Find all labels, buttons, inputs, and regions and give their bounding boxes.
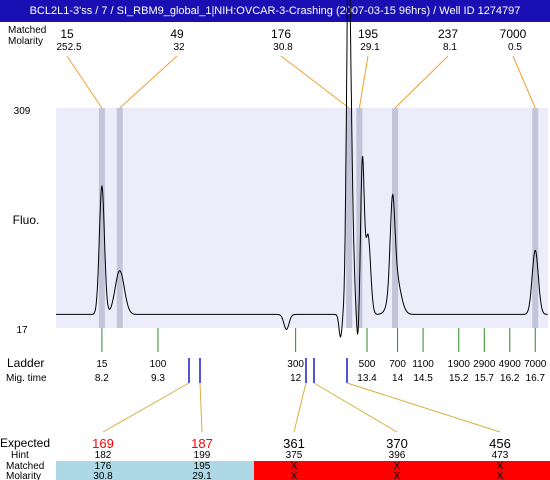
- peak-band: [346, 108, 353, 328]
- y-axis-label: Fluo.: [13, 213, 40, 227]
- peak-connector: [280, 55, 350, 109]
- top-peak-molarity: 252.5: [56, 42, 81, 53]
- hint-value: 182: [95, 450, 112, 461]
- top-peak-size: 7000: [500, 27, 527, 41]
- top-row-label-molarity: Molarity: [8, 36, 43, 47]
- ladder-size: 100: [150, 359, 167, 370]
- top-peak-size: 176: [271, 27, 291, 41]
- top-peak-molarity: 29.1: [360, 42, 380, 53]
- top-peak-molarity: 32: [173, 42, 185, 53]
- molarity-value: 30.8: [93, 471, 113, 480]
- ladder-time: 14.5: [413, 373, 433, 384]
- matched-value: X: [394, 461, 401, 472]
- matched-value: X: [291, 461, 298, 472]
- ladder-time: 8.2: [95, 373, 109, 384]
- matched-value: 195: [194, 461, 211, 472]
- ladder-time: 9.3: [151, 373, 165, 384]
- ladder-time: 16.2: [500, 373, 520, 384]
- ladder-time: 13.4: [357, 373, 377, 384]
- ladder-time: 14: [392, 373, 404, 384]
- expected-connector: [313, 382, 398, 433]
- molarity-row-label: Molarity: [6, 471, 41, 480]
- ladder-time: 15.2: [449, 373, 469, 384]
- molarity-value: X: [497, 471, 504, 480]
- ladder-time: 15.7: [475, 373, 495, 384]
- hint-value: 375: [286, 450, 303, 461]
- unmatched-row-background: [254, 461, 550, 480]
- expected-connector: [102, 382, 190, 433]
- peak-connector: [394, 55, 449, 109]
- peak-connector: [119, 55, 178, 109]
- peak-band: [98, 108, 105, 328]
- expected-value: 361: [283, 436, 305, 451]
- top-peak-size: 237: [438, 27, 458, 41]
- peak-band: [392, 108, 399, 328]
- peak-band: [532, 108, 539, 328]
- molarity-value: 29.1: [192, 471, 212, 480]
- fluorescence-trace: [56, 0, 548, 338]
- ladder-size: 15: [96, 359, 108, 370]
- ladder-label: Ladder: [7, 356, 44, 370]
- expected-connector: [199, 382, 203, 433]
- ladder-size: 1100: [412, 359, 434, 370]
- plot-area: [56, 108, 548, 328]
- expected-connector: [293, 382, 307, 433]
- peak-connector: [66, 55, 103, 109]
- top-peak-molarity: 30.8: [273, 42, 293, 53]
- ladder-size: 1900: [448, 359, 471, 370]
- peak-band: [356, 108, 363, 328]
- window-title: BCL2L1-3'ss / 7 / SI_RBM9_global_1|NIH:O…: [0, 0, 550, 22]
- ladder-size: 300: [287, 359, 304, 370]
- ladder-size: 700: [389, 359, 406, 370]
- hint-value: 473: [492, 450, 509, 461]
- top-peak-molarity: 8.1: [443, 42, 457, 53]
- hint-row-label: Hint: [11, 450, 29, 461]
- hint-value: 199: [194, 450, 211, 461]
- matched-value: 176: [95, 461, 112, 472]
- y-tick-max: 309: [14, 106, 31, 117]
- ladder-size: 4900: [499, 359, 522, 370]
- expected-connector: [346, 382, 501, 433]
- hint-value: 396: [389, 450, 406, 461]
- molarity-value: X: [291, 471, 298, 480]
- matched-row-label: Matched: [6, 461, 44, 472]
- ladder-size: 7000: [524, 359, 547, 370]
- matched-value: X: [497, 461, 504, 472]
- top-peak-size: 195: [358, 27, 378, 41]
- expected-value: 187: [191, 436, 213, 451]
- ladder-size: 2900: [473, 359, 496, 370]
- expected-value: 456: [489, 436, 511, 451]
- ladder-size: 500: [359, 359, 376, 370]
- mig-time-label: Mig. time: [6, 373, 47, 384]
- top-row-label-matched: Matched: [8, 25, 46, 36]
- expected-value: 370: [386, 436, 408, 451]
- molarity-value: X: [394, 471, 401, 480]
- expected-value: 169: [92, 436, 114, 451]
- matched-row-background: [56, 461, 254, 480]
- expected-row-label: Expected: [0, 436, 50, 450]
- top-peak-size: 15: [60, 27, 74, 41]
- peak-connector: [358, 55, 369, 109]
- ladder-time: 12: [290, 373, 302, 384]
- peak-connector: [512, 55, 536, 109]
- top-peak-size: 49: [170, 27, 184, 41]
- y-tick-min: 17: [16, 325, 28, 336]
- ladder-time: 16.7: [526, 373, 546, 384]
- peak-band: [116, 108, 123, 328]
- top-peak-molarity: 0.5: [508, 42, 522, 53]
